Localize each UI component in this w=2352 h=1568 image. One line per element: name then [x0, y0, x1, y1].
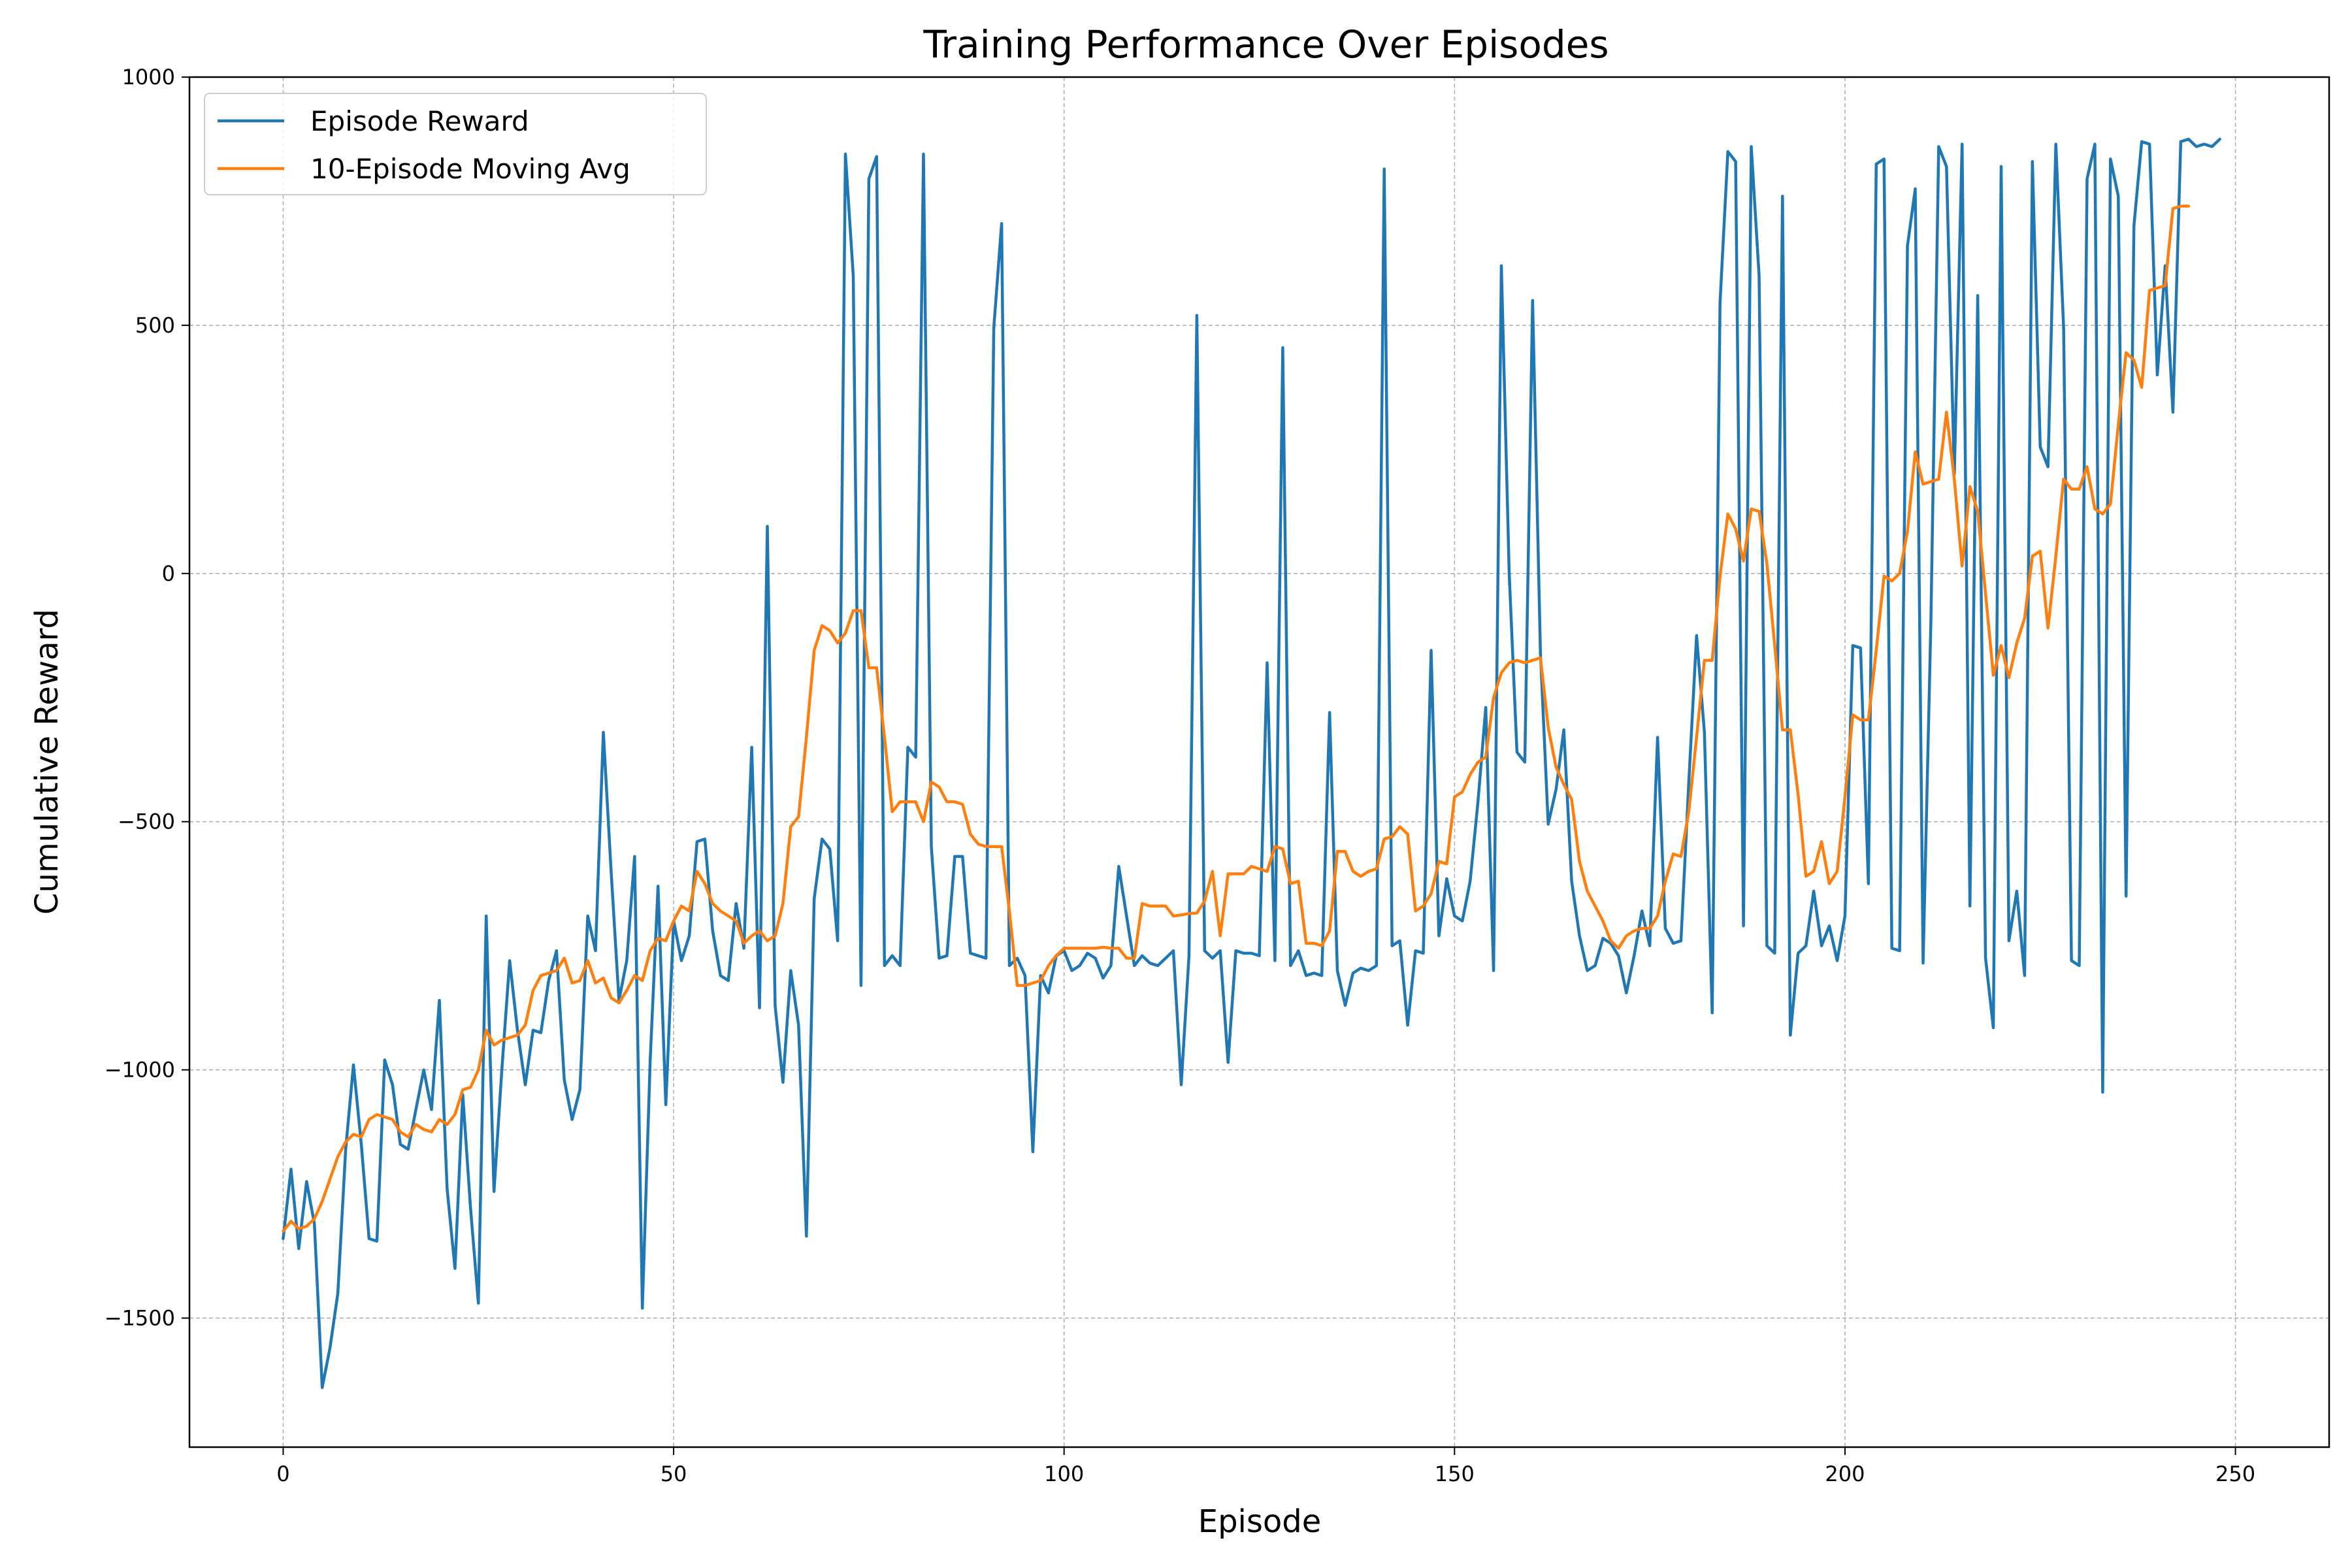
y-tick-label: 1000	[122, 65, 175, 90]
y-tick-label: 500	[135, 313, 175, 338]
y-tick-label: 0	[162, 561, 175, 586]
legend-label: 10-Episode Moving Avg	[310, 153, 630, 185]
x-tick-label: 150	[1435, 1462, 1475, 1486]
legend: Episode Reward 10-Episode Moving Avg	[204, 93, 707, 195]
x-tick-label: 100	[1044, 1462, 1084, 1486]
y-tick-label: −1500	[105, 1305, 175, 1330]
chart-title: Training Performance Over Episodes	[923, 22, 1609, 67]
series-line-moving-avg	[282, 204, 2191, 1233]
y-axis-label: Cumulative Reward	[29, 609, 65, 915]
legend-box	[204, 93, 707, 195]
x-axis: 0 50 100 150 200 250	[276, 1447, 2255, 1486]
x-tick-label: 0	[276, 1462, 289, 1486]
y-tick-label: −500	[118, 809, 175, 834]
y-axis: 1000 500 0 −500 −1000 −1500	[105, 65, 189, 1330]
y-tick-label: −1000	[105, 1058, 175, 1083]
x-tick-label: 200	[1825, 1462, 1865, 1486]
legend-label: Episode Reward	[310, 105, 529, 137]
series-line-episode-reward	[282, 137, 2221, 1390]
plot-frame	[188, 76, 2330, 1448]
series-layer	[282, 137, 2221, 1390]
x-tick-label: 50	[661, 1462, 687, 1486]
x-tick-label: 250	[2215, 1462, 2255, 1486]
x-axis-label: Episode	[1198, 1503, 1322, 1540]
